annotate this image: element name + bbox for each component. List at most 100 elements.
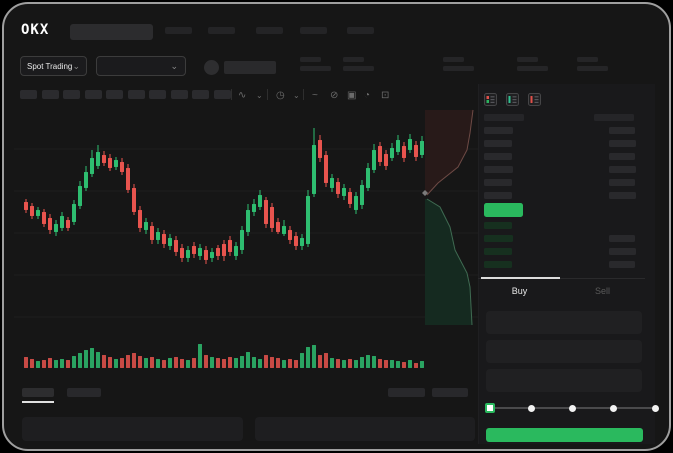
- volume-bar: [372, 356, 376, 368]
- volume-bar: [234, 358, 238, 368]
- ask-row[interactable]: [478, 125, 654, 137]
- stat-label-placeholder: [443, 57, 464, 62]
- volume-bar: [126, 355, 130, 368]
- volume-bar: [96, 352, 100, 368]
- candle-body: [330, 178, 334, 188]
- candle-body: [204, 250, 208, 260]
- timeframe-button-placeholder[interactable]: [41, 90, 59, 99]
- timeframe-button-placeholder[interactable]: [63, 90, 80, 99]
- compare-icon[interactable]: ⊘: [330, 90, 339, 101]
- bid-row[interactable]: [478, 220, 654, 232]
- volume-bar: [414, 363, 418, 368]
- market-type-dropdown[interactable]: Spot Trading ⌄: [20, 56, 87, 76]
- bid-row[interactable]: [478, 259, 654, 271]
- candle-body: [318, 140, 322, 158]
- chevron-down-icon[interactable]: ⌄: [256, 91, 263, 100]
- line: [490, 99, 495, 101]
- volume-bar: [366, 355, 370, 368]
- pair-selector-dropdown[interactable]: ⌄: [96, 56, 186, 76]
- timeframe-button-placeholder[interactable]: [213, 90, 231, 99]
- interval-icon[interactable]: ◷: [276, 90, 285, 101]
- ask-row[interactable]: [478, 138, 654, 150]
- chevron-down-icon: ⌄: [72, 60, 80, 71]
- candle-body: [276, 222, 280, 232]
- chevron-down-icon[interactable]: ⌄: [293, 91, 300, 100]
- candle-body: [108, 158, 112, 168]
- stat-label-placeholder: [300, 57, 321, 62]
- candle-body: [120, 162, 124, 172]
- order-input-placeholder[interactable]: [486, 311, 642, 334]
- stat-label-placeholder: [577, 57, 598, 62]
- volume-bar: [24, 357, 28, 368]
- bid-mark: [508, 96, 511, 103]
- fullscreen-icon[interactable]: ⊡: [381, 90, 390, 101]
- timeframe-button-placeholder[interactable]: [170, 90, 188, 99]
- nav-item-placeholder[interactable]: [256, 27, 283, 34]
- volume-bar: [252, 357, 256, 368]
- indicator-icon[interactable]: ~: [312, 90, 318, 101]
- book-both-icon[interactable]: [484, 93, 497, 106]
- candle-body: [48, 218, 52, 230]
- candle-body: [366, 168, 370, 188]
- candle-body: [138, 210, 142, 228]
- bottom-tab[interactable]: [67, 388, 101, 397]
- volume-bar: [354, 360, 358, 368]
- order-input-placeholder[interactable]: [486, 369, 642, 392]
- volume-bar: [282, 360, 286, 368]
- nav-item-placeholder[interactable]: [347, 27, 374, 34]
- bid-amount-placeholder: [609, 248, 636, 255]
- bottom-action-placeholder[interactable]: [388, 388, 425, 397]
- slider-handle[interactable]: [485, 403, 495, 413]
- timeframe-button-placeholder[interactable]: [20, 90, 37, 99]
- line-style-icon[interactable]: ∿: [238, 90, 247, 101]
- candle-body: [402, 146, 406, 158]
- volume-bar: [156, 359, 160, 368]
- candle-body: [174, 240, 178, 252]
- candle-body: [210, 252, 214, 258]
- stat-value-placeholder: [343, 66, 374, 71]
- volume-bar: [330, 358, 334, 368]
- clock-icon[interactable]: ◔: [364, 90, 371, 101]
- bottom-action-placeholder[interactable]: [432, 388, 468, 397]
- nav-item-placeholder[interactable]: [165, 27, 192, 34]
- slider-stop-dot[interactable]: [651, 404, 659, 412]
- volume-bar: [150, 357, 154, 368]
- slider-stop-dot[interactable]: [610, 404, 618, 412]
- candlestick-chart[interactable]: [14, 108, 478, 372]
- nav-item-placeholder[interactable]: [300, 27, 327, 34]
- ask-row[interactable]: [478, 164, 654, 176]
- timeframe-button-placeholder[interactable]: [84, 90, 102, 99]
- timeframe-button-placeholder[interactable]: [149, 90, 166, 99]
- book-bids-icon[interactable]: [506, 93, 519, 106]
- slider-stop-dot[interactable]: [569, 404, 576, 412]
- tab-sell[interactable]: Sell: [594, 286, 610, 296]
- depth-asks-line: [426, 109, 474, 196]
- camera-icon[interactable]: ▣: [347, 90, 357, 101]
- okx-logo[interactable]: OKX: [21, 22, 50, 38]
- bottom-tab-active[interactable]: [22, 388, 54, 397]
- ask-row[interactable]: [478, 190, 654, 202]
- ask-amount-placeholder: [609, 153, 635, 160]
- ask-price-placeholder: [484, 153, 512, 160]
- nav-item-placeholder[interactable]: [208, 27, 235, 34]
- buy-submit-button[interactable]: [486, 428, 643, 442]
- timeframe-button-placeholder[interactable]: [127, 90, 145, 99]
- candle-body: [246, 210, 250, 232]
- bid-row[interactable]: [478, 233, 654, 245]
- timeframe-button-placeholder[interactable]: [192, 90, 209, 99]
- search-input[interactable]: [70, 24, 153, 40]
- candle-body: [54, 224, 58, 232]
- bid-row[interactable]: [478, 246, 654, 258]
- volume-bar: [222, 359, 226, 368]
- volume-bar: [228, 357, 232, 368]
- coin-icon: [204, 60, 219, 75]
- ask-row[interactable]: [478, 177, 654, 189]
- slider-stop-dot[interactable]: [527, 404, 535, 412]
- volume-bar: [390, 360, 394, 368]
- order-input-placeholder[interactable]: [486, 340, 642, 363]
- ask-row[interactable]: [478, 151, 654, 163]
- tab-buy[interactable]: Buy: [511, 286, 528, 296]
- candle-body: [144, 222, 148, 230]
- book-asks-icon[interactable]: [528, 93, 541, 106]
- timeframe-button-placeholder[interactable]: [106, 90, 123, 99]
